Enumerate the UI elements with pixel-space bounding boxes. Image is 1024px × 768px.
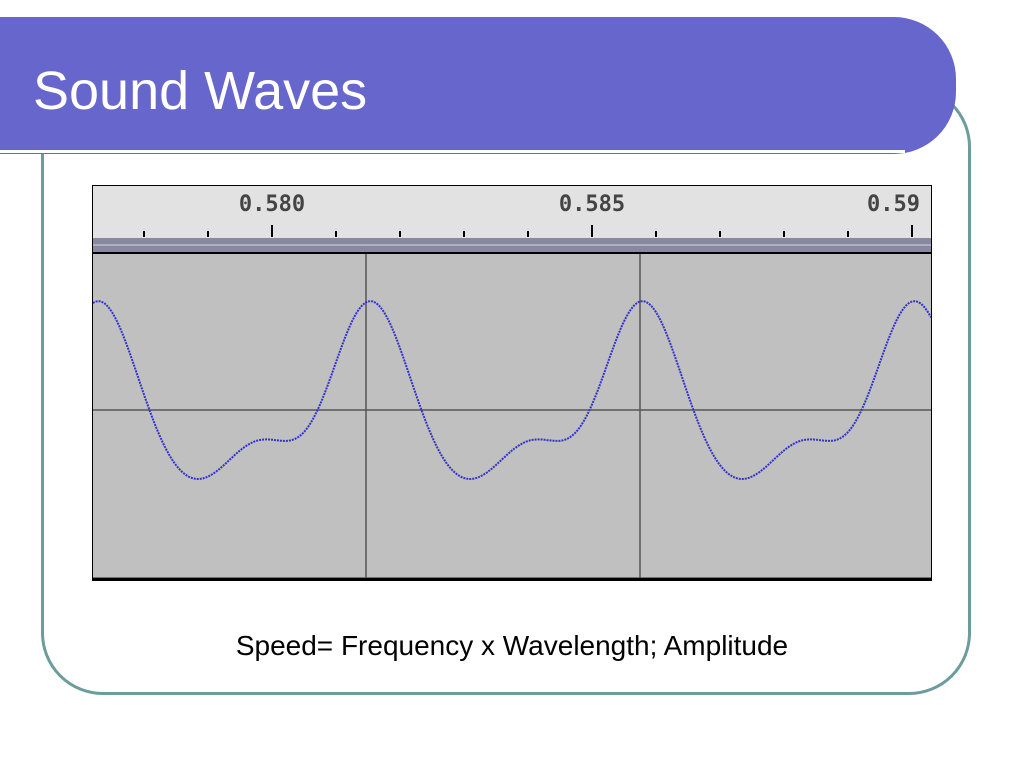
- slide-caption: Speed= Frequency x Wavelength; Amplitude: [235, 630, 789, 661]
- ruler-label-059: 0.59: [867, 192, 920, 217]
- title-bar: Sound Waves: [0, 17, 956, 154]
- waveform-line: [92, 300, 932, 480]
- waveform-track: [93, 254, 931, 577]
- ruler-label-0580: 0.580: [239, 192, 305, 217]
- ruler-ticks: [143, 225, 913, 237]
- ruler-label-0585: 0.585: [559, 192, 625, 217]
- time-ruler: [93, 186, 931, 238]
- waveform-screenshot: 0.580 0.585 0.59: [92, 185, 932, 581]
- title-underline: [0, 150, 905, 153]
- slide-title: Sound Waves: [33, 61, 368, 121]
